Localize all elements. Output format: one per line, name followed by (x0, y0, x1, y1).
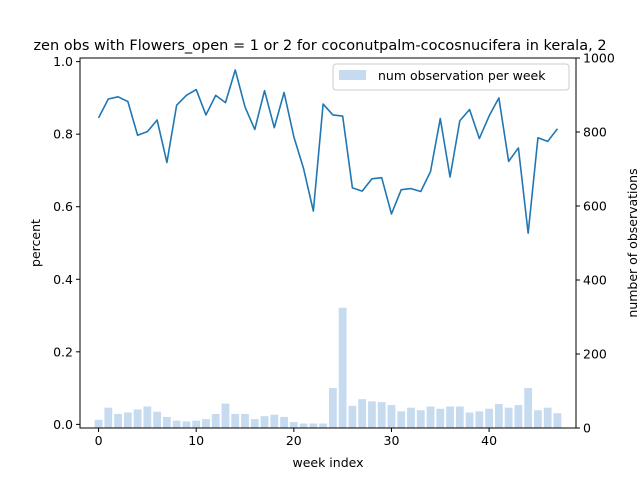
bar (309, 423, 318, 428)
bar (494, 403, 503, 428)
bar (455, 406, 464, 428)
bar (231, 413, 240, 428)
bar (436, 408, 445, 428)
bar (94, 419, 103, 428)
y-axis-left: 0.0 0.2 0.4 0.6 0.8 1.0 (53, 54, 80, 432)
legend-box (332, 63, 570, 91)
bar (358, 399, 367, 428)
y-left-tick-label: 0.6 (53, 199, 73, 214)
legend: num observation per week (332, 63, 570, 91)
bar (338, 307, 347, 428)
bar (143, 406, 152, 428)
y-right-tick-label: 600 (583, 199, 607, 214)
bar (416, 410, 425, 428)
bar (475, 411, 484, 428)
bar (202, 419, 210, 428)
bar (270, 414, 279, 428)
bar (182, 421, 191, 428)
y-left-tick-label: 0.4 (53, 272, 73, 287)
bar (133, 409, 142, 428)
bar (485, 408, 494, 428)
bar (172, 420, 181, 428)
bar-series (94, 307, 562, 428)
y-axis-right-label: number of observations (625, 168, 640, 317)
x-tick-label: 40 (481, 433, 497, 448)
bar (192, 420, 201, 428)
bar (280, 416, 288, 428)
y-left-tick-label: 0.2 (53, 344, 73, 359)
y-right-tick-label: 800 (583, 125, 607, 140)
bar (221, 403, 230, 428)
y-right-tick-label: 1000 (583, 51, 615, 66)
bar (387, 405, 396, 428)
y-right-tick-label: 200 (583, 347, 607, 362)
bar (104, 407, 113, 428)
y-axis-left-label: percent (28, 219, 43, 267)
x-tick-label: 20 (286, 433, 302, 448)
bar (123, 412, 132, 428)
y-right-tick-label: 400 (583, 273, 607, 288)
bar (289, 422, 298, 428)
bar (465, 412, 474, 428)
bar (211, 413, 220, 428)
bar (114, 413, 122, 428)
legend-swatch (339, 70, 366, 80)
bar (319, 423, 328, 428)
y-left-tick-label: 0.8 (53, 127, 73, 142)
bar (407, 407, 415, 428)
bar (368, 401, 376, 428)
bar (534, 410, 542, 428)
bar (377, 402, 386, 428)
bar (250, 419, 259, 428)
bar (524, 388, 533, 428)
bar (153, 411, 162, 428)
plot-frame (79, 57, 577, 429)
bar (553, 413, 562, 428)
x-tick-label: 0 (95, 433, 103, 448)
plot-area (79, 57, 577, 429)
x-tick-label: 30 (384, 433, 400, 448)
x-axis: 0 10 20 30 40 (95, 428, 497, 448)
bar (328, 388, 337, 428)
bar (348, 405, 357, 428)
bar (162, 416, 171, 428)
bar (260, 416, 269, 428)
legend-label: num observation per week (378, 68, 546, 83)
bar (446, 406, 454, 428)
x-axis-label: week index (292, 455, 363, 470)
bar (514, 405, 523, 428)
bar (543, 407, 552, 428)
y-left-tick-label: 0.0 (53, 417, 73, 432)
bar (241, 413, 249, 428)
chart-title: zen obs with Flowers_open = 1 or 2 for c… (33, 38, 606, 54)
x-tick-label: 10 (188, 433, 204, 448)
y-right-tick-label: 0 (583, 421, 591, 436)
bar (504, 407, 513, 428)
percent-line (97, 69, 559, 235)
bar (299, 423, 308, 428)
y-left-tick-label: 1.0 (53, 54, 73, 69)
bar (397, 411, 406, 428)
bar (426, 406, 435, 428)
y-axis-right: 0 200 400 600 800 1000 (576, 51, 615, 436)
